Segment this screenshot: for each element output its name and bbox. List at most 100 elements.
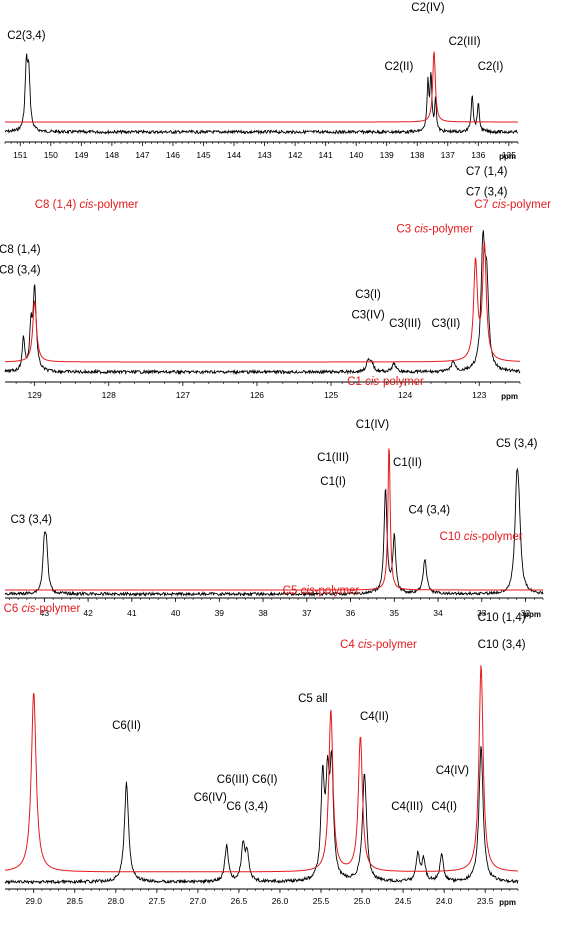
peak-annotation: C7 cis-polymer [474, 199, 551, 211]
spectrum-trace-black [4, 467, 544, 598]
x-tick-label: 149 [74, 150, 88, 160]
peak-annotation: C3(II) [432, 318, 461, 330]
x-tick-label: 32 [521, 608, 531, 618]
x-tick-label: 33 [477, 608, 487, 618]
x-tick-label: 23.5 [477, 896, 494, 906]
x-tick-label: 138 [410, 150, 424, 160]
x-tick-label: 128 [102, 390, 116, 400]
x-tick-label: 25.0 [354, 896, 371, 906]
spectrum-trace-red [4, 241, 520, 363]
x-tick-label: 129 [28, 390, 42, 400]
x-tick-label: 41 [127, 608, 137, 618]
peak-annotation: C8 (3,4) [0, 265, 41, 277]
peak-annotation: C4(I) [431, 801, 457, 813]
peak-annotation: C3(IV) [351, 310, 384, 322]
peak-annotation: C6 (3,4) [226, 801, 268, 813]
x-tick-label: 127 [176, 390, 190, 400]
x-tick-label: 146 [166, 150, 180, 160]
x-tick-label: 151 [13, 150, 27, 160]
x-tick-label: 26.5 [231, 896, 248, 906]
x-unit-label: ppm [499, 152, 516, 161]
x-tick-label: 24.0 [436, 896, 453, 906]
x-tick-label: 29.0 [25, 896, 42, 906]
x-unit-label: ppm [524, 610, 541, 619]
panel-c2-region: 151 150 149 148 147 146 145 144 143 142 141 140 139 1… [4, 2, 519, 161]
peak-annotation: C10 cis-polymer [440, 531, 523, 543]
peak-annotation: C7 (1,4) [466, 166, 508, 178]
peak-annotation: C1(III) [317, 452, 349, 464]
x-tick-label: 35 [390, 608, 400, 618]
spectrum-trace-red [4, 665, 518, 873]
panel-c3-c7-c8-region: 129 128 127 126 125 124 123 ppm C8 (1,4) cis-pol… [0, 166, 551, 401]
peak-annotation: C2(III) [449, 36, 481, 48]
spectrum-trace-red [5, 51, 518, 123]
x-tick-label: 36 [346, 608, 356, 618]
peak-annotation: C2(3,4) [7, 30, 46, 42]
peak-annotation: C8 (1,4) cis-polymer [35, 199, 139, 211]
x-tick-label: 136 [471, 150, 485, 160]
peak-annotation: C6(III) C6(I) [217, 774, 278, 786]
peak-annotation: C10 (3,4) [478, 639, 526, 651]
x-tick-label: 28.5 [66, 896, 83, 906]
x-tick-label: 37 [302, 608, 312, 618]
x-tick-label: 26.0 [272, 896, 289, 906]
peak-annotation: C2(I) [478, 61, 504, 73]
peak-annotation: C5 (3,4) [496, 438, 538, 450]
peak-annotation: C1(IV) [356, 419, 389, 431]
x-tick-label: 145 [196, 150, 210, 160]
peak-annotation: C10 (1,4) [478, 612, 526, 624]
peak-annotation: C5 all [298, 693, 327, 705]
x-tick-label: 39 [215, 608, 225, 618]
peak-annotation: C1(II) [393, 457, 422, 469]
x-tick-label: 140 [349, 150, 363, 160]
x-tick-label: 40 [171, 608, 181, 618]
spectrum-trace-black [4, 53, 519, 136]
peak-annotation: C6(IV) [194, 792, 227, 804]
spectrum-trace-black [4, 746, 519, 885]
peak-annotation: C4(II) [360, 711, 389, 723]
x-tick-label: 125 [324, 390, 338, 400]
x-tick-label: 24.5 [395, 896, 412, 906]
x-tick-label: 34 [433, 608, 443, 618]
spectrum-trace-red [5, 448, 543, 591]
x-unit-label: ppm [501, 392, 518, 401]
peak-annotation: C3 (3,4) [10, 514, 52, 526]
spectrum-trace-black [4, 230, 521, 376]
x-tick-label: 25.5 [313, 896, 330, 906]
x-tick-label: 124 [398, 390, 412, 400]
x-tick-label: 43 [40, 608, 50, 618]
x-tick-label: 27.5 [149, 896, 166, 906]
peak-annotation: C3(III) [389, 318, 421, 330]
x-tick-label: 123 [472, 390, 486, 400]
x-tick-label: 150 [44, 150, 58, 160]
peak-annotation: C1 cis-polymer [347, 376, 424, 388]
peak-annotation: C2(II) [385, 61, 414, 73]
peak-annotation: C6 cis-polymer [4, 603, 81, 615]
x-tick-label: 142 [288, 150, 302, 160]
peak-annotation: C2(IV) [411, 2, 444, 14]
x-tick-label: 141 [319, 150, 333, 160]
peak-annotation: C6(II) [112, 720, 141, 732]
x-tick-label: 27.0 [190, 896, 207, 906]
peak-annotation: C4(III) [391, 801, 423, 813]
x-tick-label: 147 [135, 150, 149, 160]
x-tick-label: 42 [83, 608, 93, 618]
peak-annotation: C4 (3,4) [409, 504, 451, 516]
panel-c4-c5-c6-c10-region: 29.0 28.5 28.0 27.5 27.0 26.5 26.0 25.5 25.0 24.5… [4, 531, 526, 907]
x-tick-label: 28.0 [108, 896, 125, 906]
x-tick-label: 139 [380, 150, 394, 160]
peak-annotation: C1(I) [320, 476, 346, 488]
x-tick-label: 137 [441, 150, 455, 160]
x-tick-label: 135 [502, 150, 516, 160]
x-tick-label: 144 [227, 150, 241, 160]
x-tick-label: 126 [250, 390, 264, 400]
x-tick-label: 148 [105, 150, 119, 160]
peak-annotation: C4(IV) [436, 765, 469, 777]
x-unit-label: ppm [499, 898, 516, 907]
peak-annotation: C4 cis-polymer [340, 639, 417, 651]
x-tick-label: 38 [258, 608, 268, 618]
peak-annotation: C8 (1,4) [0, 244, 41, 256]
